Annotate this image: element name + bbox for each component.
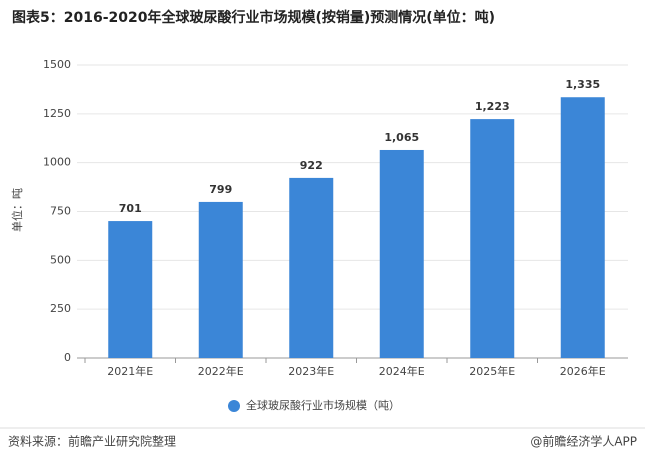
x-tick-label: 2021年E	[107, 364, 153, 378]
bar	[560, 97, 605, 358]
x-tick-label: 2022年E	[198, 364, 244, 378]
value-label: 1,335	[565, 78, 600, 91]
value-label: 922	[300, 159, 323, 172]
value-label: 701	[119, 202, 142, 215]
y-tick-label: 250	[50, 302, 71, 315]
value-label: 1,065	[384, 131, 419, 144]
x-tick-label: 2025年E	[469, 364, 515, 378]
bar	[379, 149, 424, 358]
bar	[108, 221, 153, 358]
y-tick-label: 1500	[43, 58, 71, 71]
brand: @前瞻经济学人APP	[530, 434, 637, 449]
x-tick-label: 2026年E	[560, 364, 606, 378]
legend-label: 全球玻尿酸行业市场规模（吨）	[246, 398, 400, 412]
value-label: 799	[209, 183, 232, 196]
chart-title: 图表5：2016-2020年全球玻尿酸行业市场规模(按销量)预测情况(单位：吨)	[12, 9, 495, 26]
y-tick-label: 1250	[43, 107, 71, 120]
y-tick-label: 1000	[43, 156, 71, 169]
bar	[470, 119, 515, 358]
x-tick-label: 2024年E	[379, 364, 425, 378]
x-tick-label: 2023年E	[288, 364, 334, 378]
y-axis-label: 单位：吨	[10, 188, 24, 232]
bar	[289, 177, 334, 358]
y-tick-label: 750	[50, 205, 71, 218]
source: 资料来源：前瞻产业研究院整理	[8, 434, 176, 449]
value-label: 1,223	[475, 100, 510, 113]
y-tick-label: 500	[50, 253, 71, 266]
y-tick-label: 0	[64, 351, 71, 364]
bar	[198, 201, 243, 358]
legend-marker	[228, 400, 240, 412]
